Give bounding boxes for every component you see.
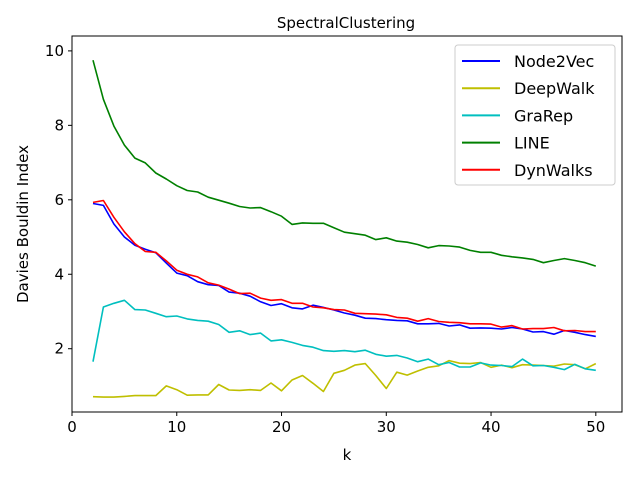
y-tick-label: 2 <box>54 340 64 358</box>
x-tick-label: 0 <box>67 418 77 436</box>
series-line-grarep <box>92 299 596 372</box>
y-tick-label: 6 <box>54 191 64 209</box>
x-axis-label: k <box>343 446 352 464</box>
x-tick-label: 20 <box>272 418 291 436</box>
series-line-node2vec <box>92 202 596 338</box>
legend-box <box>454 44 616 186</box>
legend-entry: GraRep <box>514 106 573 125</box>
legend-entry: LINE <box>514 134 550 153</box>
x-tick-label: 40 <box>482 418 501 436</box>
series-line-line <box>92 59 597 267</box>
y-tick-label: 10 <box>45 42 64 60</box>
legend-entry: DynWalks <box>514 161 593 180</box>
series-line-deepwalk <box>92 359 597 398</box>
plot-area <box>92 59 597 398</box>
axes-frame <box>71 35 623 413</box>
x-tick-label: 30 <box>377 418 396 436</box>
legend-entry: DeepWalk <box>514 79 595 98</box>
y-axis-label: Davies Bouldin Index <box>14 145 32 303</box>
legend: Node2Vec DeepWalk GraRep LINE DynWalks <box>454 44 616 186</box>
x-tick-label: 10 <box>167 418 186 436</box>
y-axis: 2 4 6 8 10 <box>45 42 72 358</box>
series-line-dynwalks <box>92 199 596 333</box>
x-tick-label: 50 <box>586 418 605 436</box>
legend-entry: Node2Vec <box>514 52 594 71</box>
y-tick-label: 8 <box>54 116 64 134</box>
x-axis: 0 10 20 30 40 50 <box>67 412 605 436</box>
y-tick-label: 4 <box>54 265 64 283</box>
chart-title: SpectralClustering <box>277 14 415 32</box>
